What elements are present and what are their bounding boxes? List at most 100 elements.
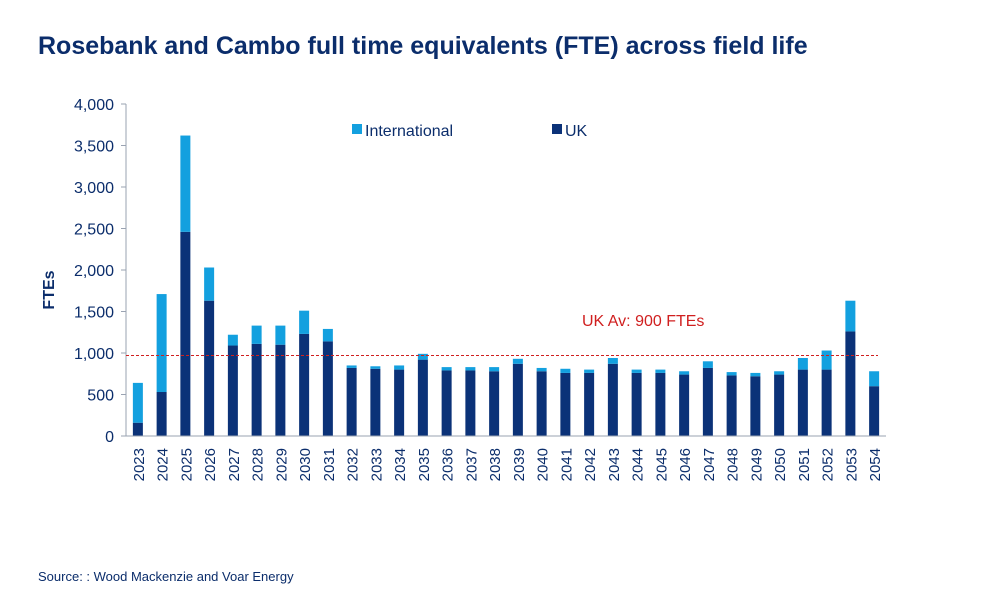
- x-tick-label: 2052: [820, 448, 837, 481]
- y-tick-label: 500: [87, 388, 114, 405]
- x-tick-label: 2024: [155, 448, 172, 481]
- bar-international-2053: [845, 300, 856, 332]
- x-tick-label: 2047: [701, 448, 718, 481]
- y-tick-label: 3,500: [74, 139, 114, 156]
- x-tick-label: 2031: [321, 448, 338, 481]
- bar-international-2051: [797, 357, 808, 370]
- bar-international-2027: [227, 334, 238, 346]
- y-tick-label: 0: [105, 429, 114, 446]
- y-axis-label: FTEs: [41, 270, 58, 309]
- bar-international-2052: [821, 350, 832, 370]
- y-tick-label: 1,000: [74, 346, 114, 363]
- bar-international-2031: [322, 328, 333, 342]
- x-tick-label: 2054: [867, 448, 884, 481]
- bar-international-2030: [299, 310, 310, 334]
- x-tick-label: 2037: [463, 448, 480, 481]
- bar-uk-2026: [204, 300, 215, 436]
- source-note: Source: : Wood Mackenzie and Voar Energy: [38, 569, 294, 584]
- bar-uk-2051: [797, 369, 808, 436]
- bar-uk-2023: [132, 422, 143, 436]
- bar-uk-2054: [869, 386, 880, 436]
- bar-international-2038: [489, 367, 500, 372]
- x-tick-label: 2044: [630, 448, 647, 481]
- x-axis: 2023 2024 2025 2026 2027 2028 2029 2030 2031 2032…: [126, 435, 886, 481]
- bar-international-2029: [275, 325, 286, 345]
- legend-swatch-uk: [552, 124, 562, 134]
- x-tick-label: 2025: [178, 448, 195, 481]
- bar-uk-2027: [227, 345, 238, 436]
- bar-international-2046: [679, 371, 690, 375]
- x-tick-label: 2053: [843, 448, 860, 481]
- bar-international-2045: [655, 369, 666, 373]
- y-tick-label: 2,000: [74, 263, 114, 280]
- bar-international-2035: [417, 353, 428, 360]
- bar-international-2047: [702, 361, 713, 368]
- bar-international-2042: [584, 369, 595, 373]
- bar-international-2054: [869, 371, 880, 387]
- bar-uk-2035: [417, 359, 428, 436]
- x-tick-label: 2042: [582, 448, 599, 481]
- bar-uk-2028: [251, 343, 262, 436]
- bar-international-2036: [441, 367, 452, 371]
- x-tick-label: 2051: [796, 448, 813, 481]
- legend-label-uk: UK: [565, 123, 588, 140]
- bar-uk-2041: [560, 372, 571, 436]
- bar-international-2049: [750, 372, 761, 377]
- bar-international-2039: [512, 358, 523, 364]
- bar-international-2024: [156, 294, 167, 393]
- bar-uk-2040: [536, 371, 547, 436]
- bar-uk-2039: [512, 363, 523, 436]
- legend-label-international: International: [365, 123, 453, 140]
- bar-international-2043: [607, 357, 618, 364]
- y-axis: 0 500 1,000 1,500 2,000 2,500 3,000 3,500 4,000: [74, 97, 127, 446]
- y-tick-label: 3,000: [74, 180, 114, 197]
- x-tick-label: 2028: [250, 448, 267, 481]
- bar-uk-2030: [299, 333, 310, 436]
- bar-international-2028: [251, 325, 262, 344]
- x-tick-label: 2040: [535, 448, 552, 481]
- y-tick-label: 1,500: [74, 305, 114, 322]
- bar-international-2041: [560, 368, 571, 373]
- x-tick-label: 2038: [487, 448, 504, 481]
- bar-uk-2043: [607, 363, 618, 436]
- reference-line-label: UK Av: 900 FTEs: [582, 313, 704, 330]
- bar-uk-2044: [631, 372, 642, 436]
- x-tick-label: 2027: [226, 448, 243, 481]
- chart-title: Rosebank and Cambo full time equivalents…: [38, 32, 808, 60]
- y-tick-label: 2,500: [74, 222, 114, 239]
- x-tick-label: 2030: [297, 448, 314, 481]
- bar-uk-2050: [774, 374, 785, 436]
- x-tick-label: 2049: [748, 448, 765, 481]
- bar-uk-2033: [370, 368, 381, 436]
- x-tick-label: 2023: [131, 448, 148, 481]
- bar-international-2033: [370, 366, 381, 369]
- bar-uk-2034: [394, 369, 405, 436]
- bar-international-2025: [180, 135, 191, 232]
- x-tick-label: 2041: [558, 448, 575, 481]
- bar-uk-2038: [489, 371, 500, 436]
- bar-uk-2025: [180, 231, 191, 436]
- reference-line-group: UK Av: 900 FTEs: [126, 313, 878, 356]
- bar-uk-2046: [679, 374, 690, 436]
- x-tick-label: 2043: [606, 448, 623, 481]
- bar-international-2034: [394, 365, 405, 370]
- bar-international-2040: [536, 367, 547, 372]
- bar-international-2023: [132, 382, 143, 423]
- bar-uk-2029: [275, 344, 286, 436]
- bar-international-2048: [726, 372, 737, 376]
- x-tick-label: 2045: [653, 448, 670, 481]
- bar-uk-2037: [465, 370, 476, 436]
- bar-uk-2042: [584, 372, 595, 436]
- x-tick-label: 2026: [202, 448, 219, 481]
- y-tick-label: 4,000: [74, 97, 114, 114]
- bar-uk-2049: [750, 376, 761, 436]
- bar-uk-2053: [845, 331, 856, 436]
- x-tick-label: 2046: [677, 448, 694, 481]
- bar-international-2026: [204, 267, 215, 301]
- x-tick-label: 2035: [416, 448, 433, 481]
- bar-uk-2047: [702, 367, 713, 436]
- bar-uk-2032: [346, 367, 357, 436]
- x-tick-label: 2033: [368, 448, 385, 481]
- x-tick-label: 2034: [392, 448, 409, 481]
